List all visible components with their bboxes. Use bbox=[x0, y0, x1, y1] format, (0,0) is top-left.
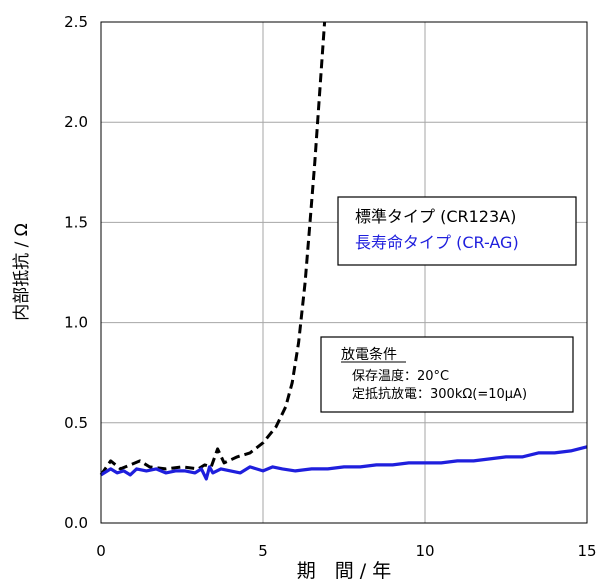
x-tick-label: 0 bbox=[96, 542, 106, 560]
legend-box bbox=[337, 196, 577, 266]
x-axis-label: 期 間 / 年 bbox=[297, 560, 391, 582]
conditions-frame bbox=[320, 336, 574, 413]
x-tick-label: 10 bbox=[415, 542, 434, 560]
x-tick-label: 15 bbox=[577, 542, 596, 560]
legend: 標準タイプ (CR123A) 長寿命タイプ (CR-AG) bbox=[337, 196, 577, 266]
x-tick-label: 5 bbox=[258, 542, 268, 560]
y-tick-label: 1.5 bbox=[64, 213, 88, 231]
conditions-title: 放電条件 bbox=[341, 346, 397, 363]
plot-frame bbox=[100, 21, 588, 524]
y-axis-label: 内部抵抗 / Ω bbox=[12, 223, 32, 321]
conditions-line-discharge: 定抵抗放電：300kΩ(=10μA) bbox=[352, 387, 527, 402]
y-tick-label: 2.5 bbox=[64, 13, 88, 31]
y-tick-label: 0.0 bbox=[64, 514, 88, 532]
series-line-long-life bbox=[100, 445, 588, 481]
y-tick-label: 2.0 bbox=[64, 113, 88, 131]
legend-entry-standard: 標準タイプ (CR123A) bbox=[355, 207, 516, 226]
conditions-line-temperature: 保存温度：20°C bbox=[352, 368, 449, 384]
y-tick-label: 0.5 bbox=[64, 414, 88, 432]
legend-entry-long-life: 長寿命タイプ (CR-AG) bbox=[355, 233, 519, 252]
y-tick-label: 1.0 bbox=[64, 314, 88, 332]
conditions-box: 放電条件 保存温度：20°C 定抵抗放電：300kΩ(=10μA) bbox=[320, 336, 574, 413]
tick-labels: 0 5 10 15 0.0 0.5 1.0 1.5 2.0 2.5 bbox=[64, 13, 596, 560]
series-line-standard bbox=[99, 21, 327, 476]
grid-lines bbox=[101, 22, 587, 523]
series-lines bbox=[99, 21, 588, 481]
